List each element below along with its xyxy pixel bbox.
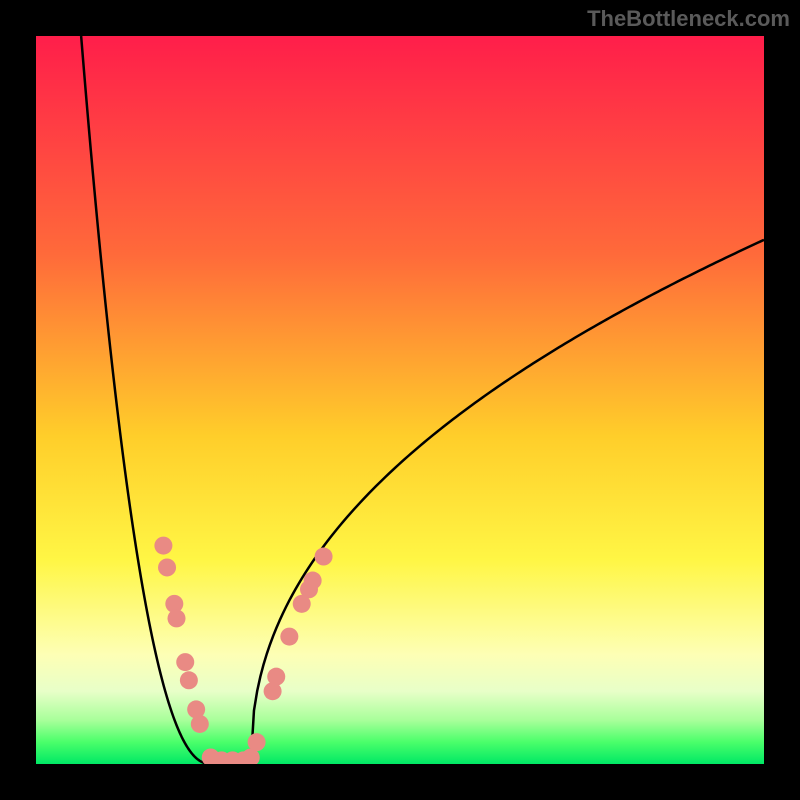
data-marker bbox=[248, 733, 266, 751]
data-marker bbox=[176, 653, 194, 671]
data-marker bbox=[180, 671, 198, 689]
plot-area bbox=[36, 36, 764, 764]
data-marker bbox=[267, 668, 285, 686]
watermark-label: TheBottleneck.com bbox=[587, 6, 790, 32]
gradient-background bbox=[36, 36, 764, 764]
data-marker bbox=[154, 537, 172, 555]
data-marker bbox=[315, 548, 333, 566]
chart-container: TheBottleneck.com bbox=[0, 0, 800, 800]
data-marker bbox=[304, 572, 322, 590]
data-marker bbox=[280, 628, 298, 646]
data-marker bbox=[191, 715, 209, 733]
data-marker bbox=[158, 558, 176, 576]
data-marker bbox=[168, 609, 186, 627]
plot-svg bbox=[36, 36, 764, 764]
